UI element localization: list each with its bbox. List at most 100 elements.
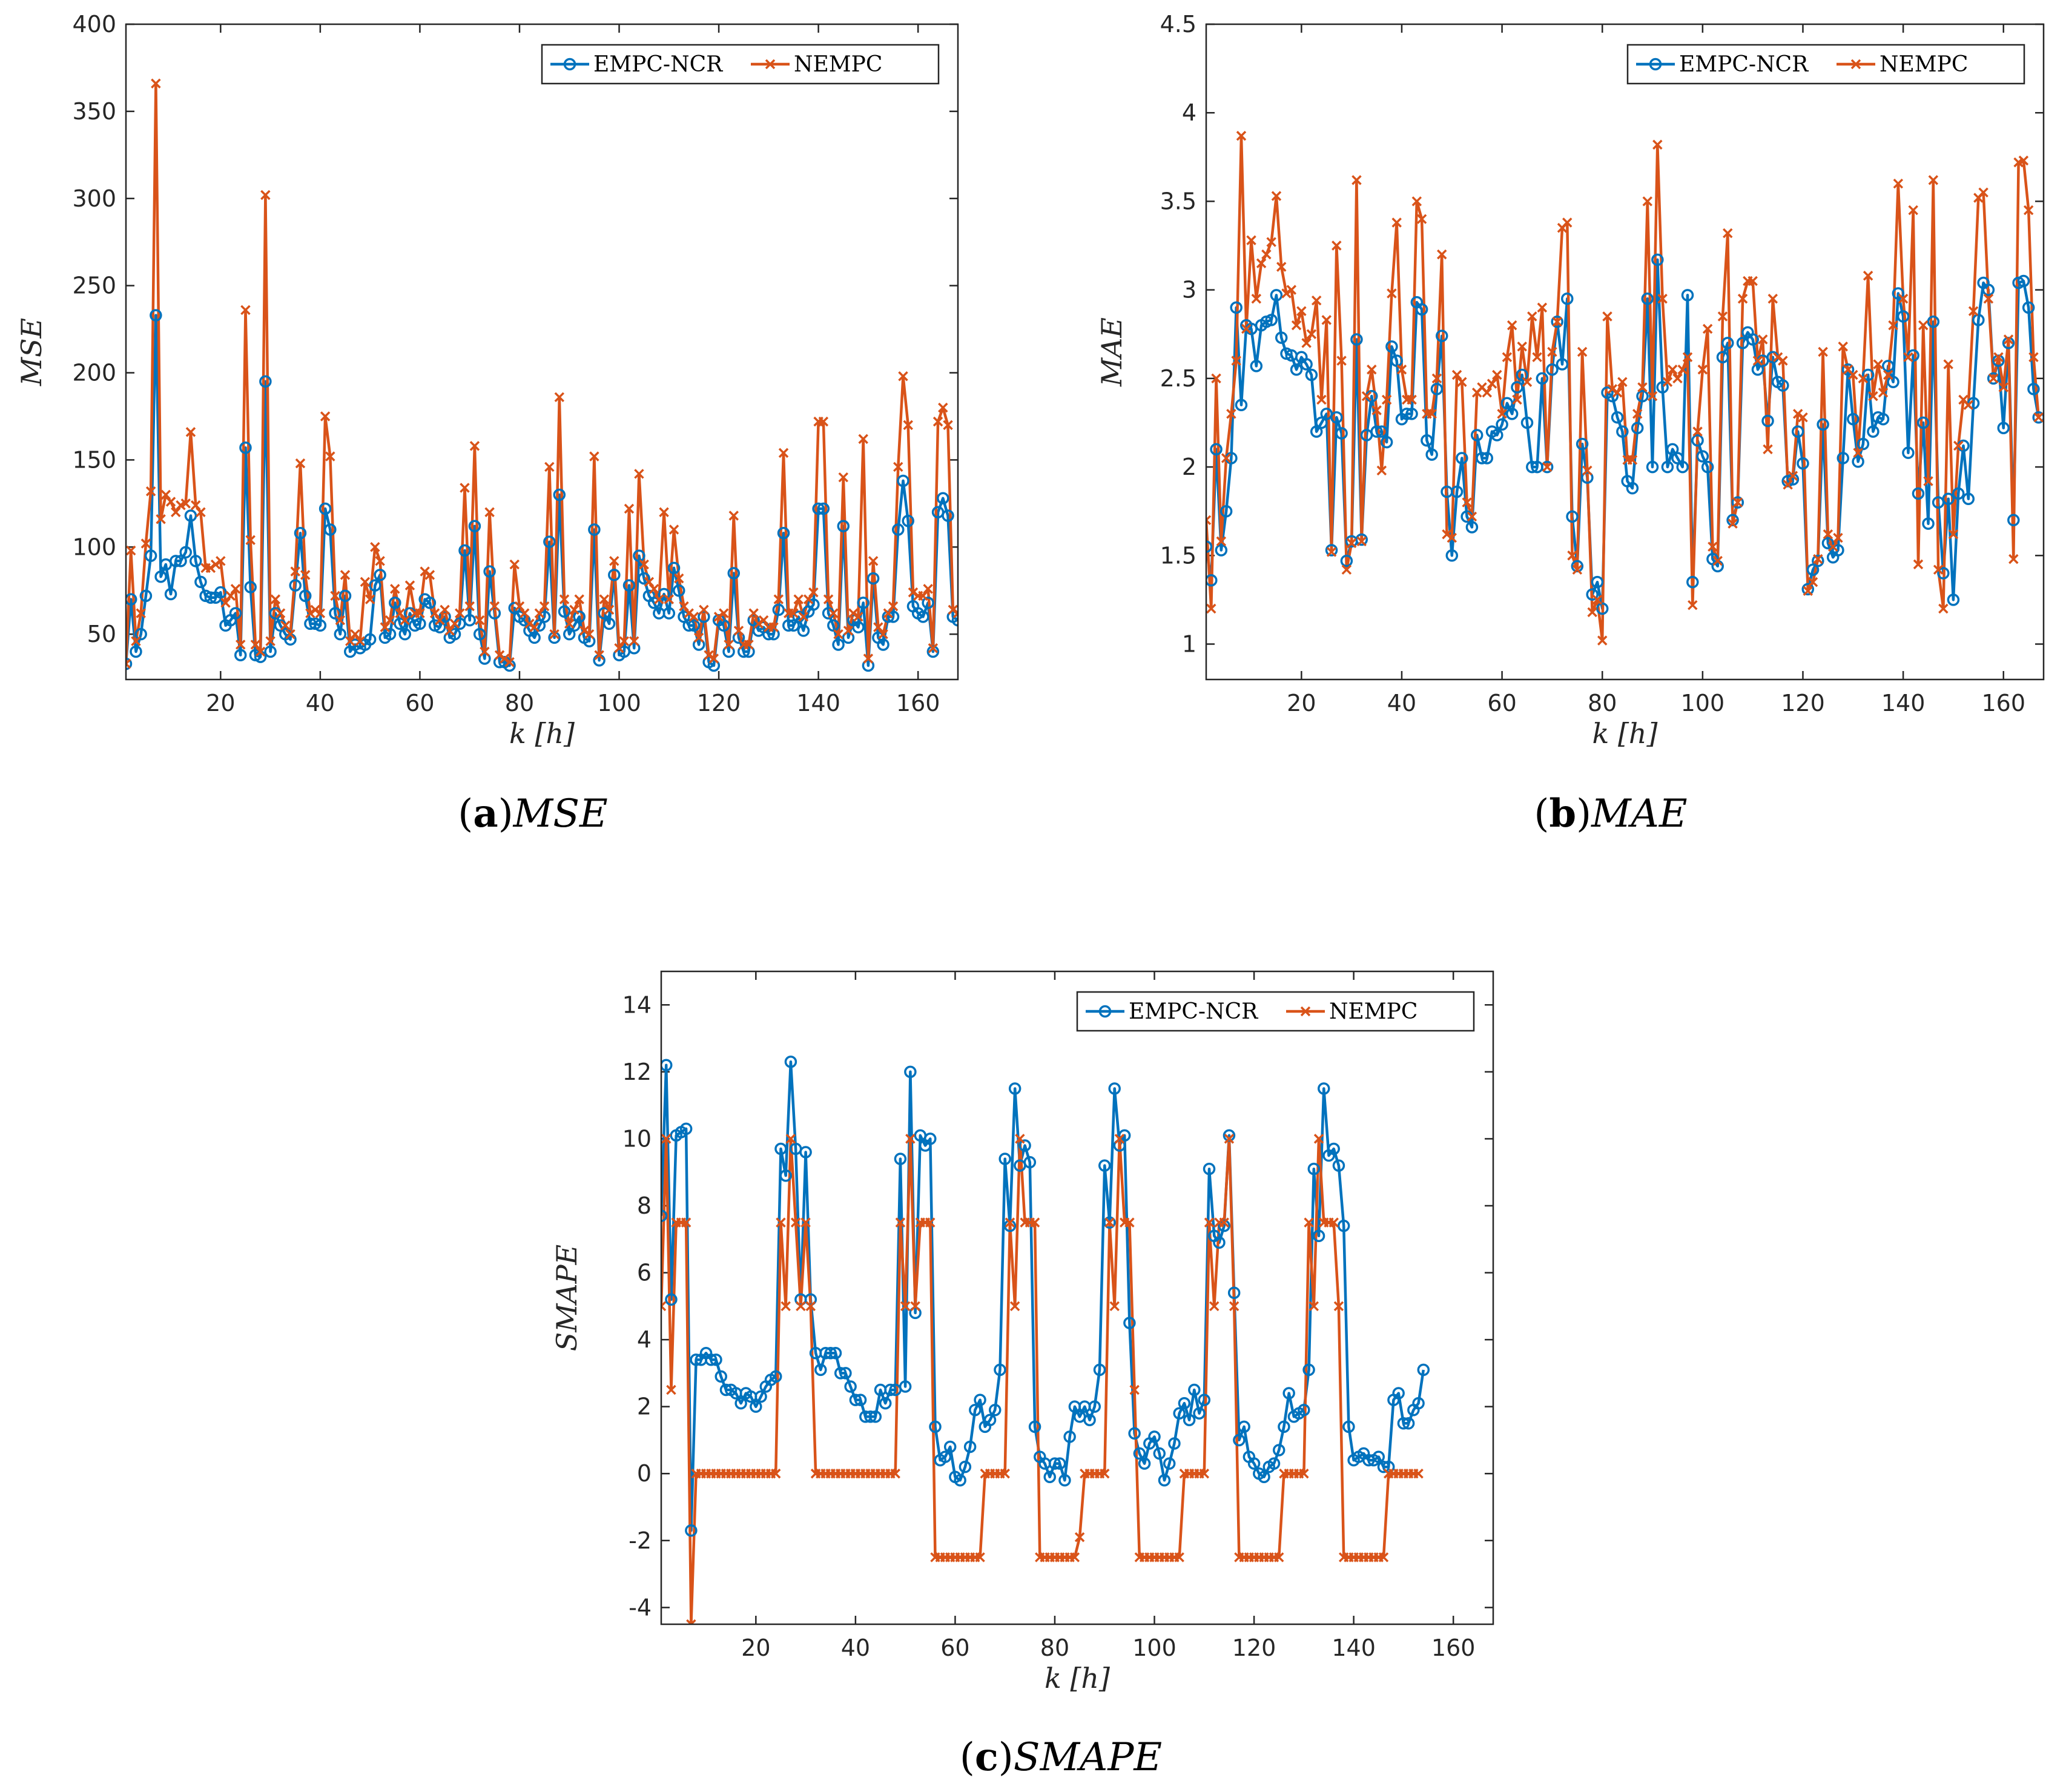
legend-label: EMPC-NCR xyxy=(1679,52,1809,77)
nempc-point xyxy=(335,615,346,626)
nempc-point xyxy=(220,598,231,608)
empc-ncr-point xyxy=(289,579,302,592)
empc-ncr-point xyxy=(732,631,745,644)
nempc-point xyxy=(1923,476,1933,486)
nempc-point xyxy=(1612,388,1623,398)
mse-panel: 20 40 60 80 100 120 140 160 50 100 150 200 250 300 350… xyxy=(15,11,959,836)
nempc-point xyxy=(265,636,276,646)
empc-ncr-point xyxy=(909,1306,922,1320)
empc-ncr-point xyxy=(458,544,471,557)
empc-ncr-point xyxy=(1298,1403,1310,1417)
nempc-point xyxy=(1813,554,1823,564)
nempc-point xyxy=(375,556,385,566)
nempc-point xyxy=(748,608,759,618)
nempc-point xyxy=(1069,1552,1080,1562)
empc-ncr-point xyxy=(844,1380,857,1393)
nempc-point xyxy=(803,594,814,604)
empc-ncr-point xyxy=(1536,372,1549,385)
empc-ncr-point xyxy=(1456,452,1468,465)
empc-ncr-point xyxy=(658,587,670,601)
empc-ncr-point xyxy=(1666,443,1679,456)
empc-ncr-point xyxy=(139,589,153,603)
nempc-point xyxy=(1321,315,1332,325)
nempc-point xyxy=(699,604,709,615)
empc-ncr-point xyxy=(647,597,661,609)
nempc-point xyxy=(888,601,899,612)
plot-frame xyxy=(125,23,959,681)
legend-marker-empc-ncr xyxy=(1649,58,1662,71)
empc-ncr-point xyxy=(170,555,182,567)
empc-ncr-point xyxy=(1646,460,1659,474)
nempc-point xyxy=(1316,394,1327,405)
y-axis-label: MAE xyxy=(1095,317,1128,387)
nempc-point xyxy=(315,608,326,618)
nempc-point xyxy=(1371,405,1382,415)
empc-ncr-point xyxy=(1350,333,1363,346)
nempc-point xyxy=(295,458,306,469)
x-tick-label: 160 xyxy=(896,690,940,716)
nempc-point xyxy=(330,590,340,601)
empc-ncr-point xyxy=(1412,1397,1425,1410)
nempc-point xyxy=(415,608,425,618)
nempc-point xyxy=(843,626,854,636)
nempc-point xyxy=(619,636,629,646)
nempc-point xyxy=(1702,323,1713,334)
empc-ncr-point xyxy=(414,617,426,630)
empc-ncr-point xyxy=(314,619,327,632)
empc-ncr-point xyxy=(959,1460,972,1473)
empc-ncr-point xyxy=(988,1403,1002,1417)
nempc-point xyxy=(300,570,311,580)
nempc-point xyxy=(1074,1532,1085,1542)
legend-marker-empc-ncr xyxy=(1098,1005,1112,1018)
nempc-point xyxy=(1888,320,1898,331)
nempc-point xyxy=(1391,217,1402,228)
empc-ncr-point xyxy=(548,631,561,644)
nempc-point xyxy=(2023,205,2034,216)
empc-ncr-point xyxy=(1235,398,1248,411)
nempc-point xyxy=(724,640,734,650)
nempc-point xyxy=(1803,586,1814,597)
nempc-point xyxy=(1313,1134,1324,1144)
nempc-point xyxy=(1482,388,1492,398)
empc-ncr-point xyxy=(1370,425,1383,438)
empc-ncr-point xyxy=(894,1152,907,1165)
y-tick-label: 4 xyxy=(1182,99,1196,126)
empc-ncr-point xyxy=(1103,1216,1116,1229)
nempc-point xyxy=(666,1384,676,1395)
nempc-point xyxy=(1908,205,1918,216)
empc-ncr-point xyxy=(917,610,929,623)
empc-ncr-point xyxy=(687,619,701,632)
empc-ncr-point xyxy=(705,1354,718,1366)
nempc-point xyxy=(270,594,281,604)
y-tick-label: 6 xyxy=(637,1260,652,1286)
y-tick-label: -4 xyxy=(629,1594,652,1621)
nempc-point xyxy=(1326,547,1337,557)
y-tick-label: 300 xyxy=(72,185,116,212)
empc-ncr-point xyxy=(1852,455,1864,468)
empc-ncr-point xyxy=(1676,460,1689,474)
empc-ncr-point xyxy=(627,641,641,655)
empc-ncr-point xyxy=(1003,1219,1017,1232)
nempc-point xyxy=(1009,1301,1020,1312)
x-axis-unit: [h] xyxy=(1618,717,1658,750)
empc-ncr-point xyxy=(897,474,909,488)
nempc-point xyxy=(800,1217,811,1228)
nempc-point xyxy=(1209,1301,1219,1312)
empc-ncr-point xyxy=(750,1400,762,1413)
nempc-point xyxy=(1758,334,1768,345)
nempc-point xyxy=(404,580,415,590)
empc-ncr-point xyxy=(1325,544,1338,557)
nempc-point xyxy=(285,629,295,640)
nempc-point xyxy=(1396,365,1407,375)
empc-ncr-point xyxy=(1008,1082,1021,1095)
nempc-point xyxy=(910,1301,920,1312)
nempc-point xyxy=(1827,541,1838,552)
empc-ncr-point xyxy=(1496,418,1508,431)
caption-text: MSE xyxy=(513,792,608,836)
nempc-point xyxy=(514,601,525,612)
empc-ncr-point xyxy=(698,610,710,623)
nempc-point xyxy=(776,1217,786,1228)
nempc-point xyxy=(140,538,151,549)
empc-ncr-point xyxy=(483,565,496,578)
